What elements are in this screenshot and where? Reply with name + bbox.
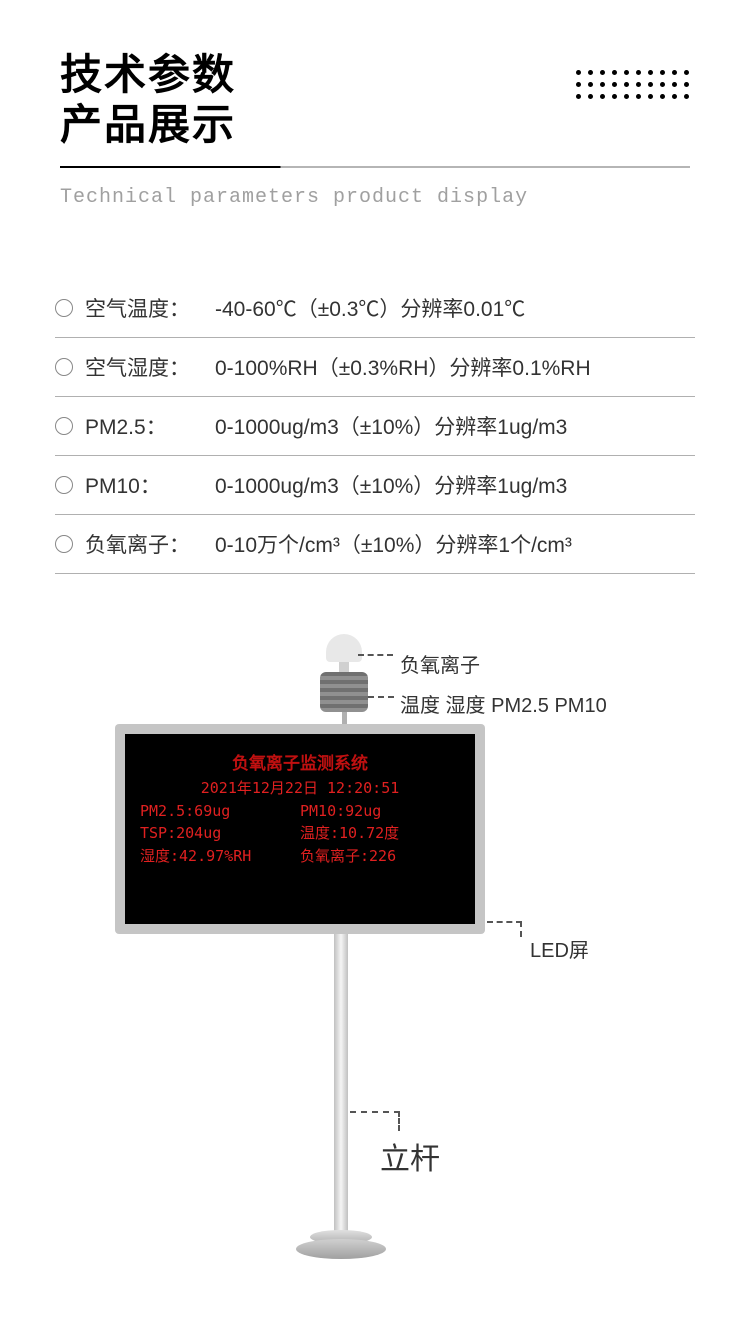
led-cell: TSP:204ug [140,822,300,845]
led-row: TSP:204ug 温度:10.72度 [140,822,460,845]
led-screen-display: 负氧离子监测系统 2021年12月22日 12:20:51 PM2.5:69ug… [125,734,475,924]
sensor-stack-icon [320,672,368,712]
annotation-pole: 立杆 [380,1134,440,1178]
bullet-icon [55,299,73,317]
spec-row: 空气温度： -40-60℃（±0.3℃）分辨率0.01℃ [55,279,695,338]
sensor-cap-icon [326,634,362,662]
annotation-sensor1: 负氧离子 [400,649,480,678]
bullet-icon [55,417,73,435]
product-diagram: 负氧离子 温度 湿度 PM2.5 PM10 负氧离子监测系统 2021年12月2… [0,634,750,1274]
bullet-icon [55,358,73,376]
led-cell: PM2.5:69ug [140,800,300,823]
annotation-line [368,696,394,698]
spec-label: PM10： [85,470,215,500]
spec-value: 0-100%RH（±0.3%RH）分辨率0.1%RH [215,352,695,382]
spec-label: 空气湿度： [85,352,215,382]
sensor-assembly [320,634,368,726]
sensor-neck-icon [339,662,349,672]
bullet-icon [55,476,73,494]
pole-icon [334,934,348,1244]
led-title: 负氧离子监测系统 [140,752,460,778]
dots-decoration [576,70,690,100]
spec-row: PM10： 0-1000ug/m3（±10%）分辨率1ug/m3 [55,456,695,515]
annotation-line [487,921,522,923]
spec-row: PM2.5： 0-1000ug/m3（±10%）分辨率1ug/m3 [55,397,695,456]
led-row: 湿度:42.97%RH 负氧离子:226 [140,845,460,868]
annotation-line [520,921,522,937]
led-row: PM2.5:69ug PM10:92ug [140,800,460,823]
bullet-icon [55,535,73,553]
subtitle-en: Technical parameters product display [0,168,750,209]
spec-label: PM2.5： [85,411,215,441]
title-line2: 产品展示 [60,100,690,150]
led-screen-frame: 负氧离子监测系统 2021年12月22日 12:20:51 PM2.5:69ug… [115,724,485,934]
spec-value: 0-1000ug/m3（±10%）分辨率1ug/m3 [215,470,695,500]
spec-value: -40-60℃（±0.3℃）分辨率0.01℃ [215,293,695,323]
pole-base-icon [296,1239,386,1259]
annotation-screen: LED屏 [530,934,589,963]
annotation-line [398,1111,400,1131]
led-cell: PM10:92ug [300,800,460,823]
spec-row: 空气湿度： 0-100%RH（±0.3%RH）分辨率0.1%RH [55,338,695,397]
spec-value: 0-1000ug/m3（±10%）分辨率1ug/m3 [215,411,695,441]
annotation-sensor2: 温度 湿度 PM2.5 PM10 [400,689,607,718]
led-cell: 温度:10.72度 [300,822,460,845]
led-date: 2021年12月22日 12:20:51 [140,777,460,800]
annotation-line [358,654,393,656]
spec-table: 空气温度： -40-60℃（±0.3℃）分辨率0.01℃ 空气湿度： 0-100… [55,279,695,574]
spec-row: 负氧离子： 0-10万个/cm³（±10%）分辨率1个/cm³ [55,515,695,574]
led-cell: 湿度:42.97%RH [140,845,300,868]
annotation-line [350,1111,400,1113]
spec-label: 空气温度： [85,293,215,323]
spec-label: 负氧离子： [85,529,215,559]
spec-value: 0-10万个/cm³（±10%）分辨率1个/cm³ [215,529,695,559]
header-section: 技术参数 产品展示 [0,0,750,151]
led-cell: 负氧离子:226 [300,845,460,868]
